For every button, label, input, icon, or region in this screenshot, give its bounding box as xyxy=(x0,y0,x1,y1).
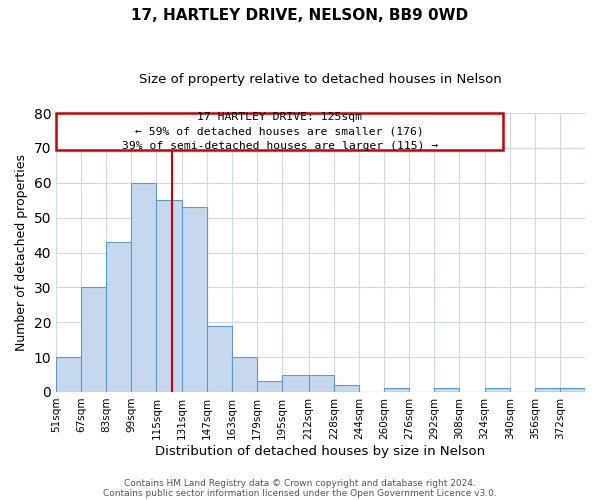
Bar xyxy=(282,374,309,392)
Title: Size of property relative to detached houses in Nelson: Size of property relative to detached ho… xyxy=(139,72,502,86)
Bar xyxy=(309,374,334,392)
Bar xyxy=(81,288,106,392)
Y-axis label: Number of detached properties: Number of detached properties xyxy=(15,154,28,351)
Bar xyxy=(56,357,81,392)
Bar xyxy=(157,200,182,392)
Bar xyxy=(131,183,157,392)
Bar xyxy=(485,388,509,392)
Bar xyxy=(434,388,460,392)
Bar xyxy=(535,388,560,392)
Bar xyxy=(232,357,257,392)
Text: 17 HARTLEY DRIVE: 125sqm
← 59% of detached houses are smaller (176)
39% of semi-: 17 HARTLEY DRIVE: 125sqm ← 59% of detach… xyxy=(122,112,438,151)
Bar xyxy=(334,385,359,392)
Text: Contains HM Land Registry data © Crown copyright and database right 2024.: Contains HM Land Registry data © Crown c… xyxy=(124,478,476,488)
Bar xyxy=(384,388,409,392)
Text: 17, HARTLEY DRIVE, NELSON, BB9 0WD: 17, HARTLEY DRIVE, NELSON, BB9 0WD xyxy=(131,8,469,22)
Bar xyxy=(560,388,585,392)
Bar xyxy=(207,326,232,392)
X-axis label: Distribution of detached houses by size in Nelson: Distribution of detached houses by size … xyxy=(155,444,485,458)
Bar xyxy=(257,382,282,392)
Bar xyxy=(56,113,503,150)
Text: Contains public sector information licensed under the Open Government Licence v3: Contains public sector information licen… xyxy=(103,488,497,498)
Bar xyxy=(182,207,207,392)
Bar xyxy=(106,242,131,392)
